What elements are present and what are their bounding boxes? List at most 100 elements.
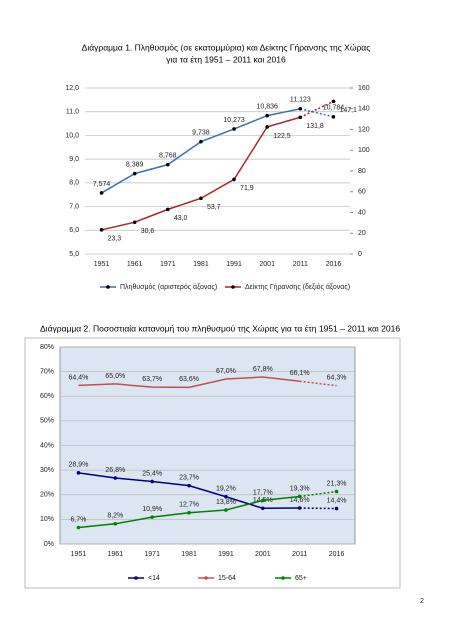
chart-frame: [24, 337, 401, 589]
legend-label: <14: [148, 575, 160, 582]
value-label: 9,738: [192, 129, 210, 136]
point: [199, 139, 203, 144]
value-label: 7,574: [93, 181, 111, 188]
x-tick-label: 1971: [160, 261, 176, 268]
value-label: 26,8%: [105, 467, 125, 474]
point: [99, 228, 104, 232]
value-label: 71,9: [240, 185, 254, 192]
y-tick-label: 12,0: [65, 85, 79, 92]
point: [113, 522, 118, 526]
page-number: 2: [420, 598, 424, 605]
value-label: 8,2%: [107, 513, 123, 520]
point: [166, 207, 170, 212]
point: [232, 177, 236, 182]
y-tick-label: 7,0: [69, 203, 79, 210]
point: [298, 115, 303, 120]
point: [150, 479, 154, 484]
value-label: 67,0%: [216, 368, 236, 375]
value-label: 28,9%: [69, 462, 89, 469]
x-tick-label: 1951: [71, 551, 87, 558]
point: [297, 506, 302, 510]
series-line: [78, 376, 300, 389]
point: [297, 494, 302, 499]
x-tick-label: 1991: [218, 551, 234, 558]
legend-marker: [231, 285, 235, 289]
legend-label: 65+: [295, 575, 307, 582]
value-label: 63,7%: [142, 376, 162, 383]
point: [76, 471, 81, 475]
legend-marker: [204, 576, 208, 580]
point: [265, 113, 269, 118]
x-tick-label: 2001: [259, 261, 275, 268]
value-label: 66,1%: [290, 370, 310, 377]
y-tick-label: 40%: [40, 442, 54, 449]
point: [224, 508, 228, 512]
point: [298, 106, 303, 111]
value-label: 23,7%: [179, 474, 199, 481]
value-label: 147,1: [339, 107, 357, 114]
value-label: 43,0: [174, 215, 188, 222]
value-label: 14,4%: [327, 497, 347, 504]
point: [132, 171, 137, 176]
legend-label: Δείκτης Γήρανσης (δεξιός άξονας): [245, 283, 350, 291]
y2-tick-label: 80: [358, 168, 366, 175]
value-label: 30,6: [141, 228, 155, 235]
point: [224, 494, 228, 499]
value-label: 53,7: [207, 204, 221, 211]
y2-tick-label: 60: [358, 189, 366, 196]
legend-marker: [134, 576, 138, 580]
y-tick-label: 9,0: [69, 156, 79, 163]
y2-tick-label: 40: [358, 209, 366, 216]
value-label: 10,784: [323, 105, 345, 112]
value-label: 10,9%: [142, 506, 162, 513]
value-label: 21,3%: [327, 480, 347, 487]
y-tick-label: 20%: [40, 492, 54, 499]
y-tick-label: 11,0: [66, 109, 79, 116]
value-label: 17,7%: [253, 489, 273, 496]
value-label: 6,7%: [70, 516, 86, 523]
point: [331, 115, 336, 119]
point: [265, 125, 269, 129]
value-label: 10,273: [223, 117, 245, 124]
y-tick-label: 80%: [40, 344, 54, 351]
x-tick-label: 2016: [329, 551, 345, 558]
value-label: 64,3%: [327, 375, 347, 382]
y2-tick-label: 20: [358, 230, 366, 237]
y-tick-label: 0%: [44, 541, 54, 548]
value-label: 13,8%: [216, 499, 236, 506]
value-label: 67,8%: [253, 366, 273, 373]
y-tick-label: 10,0: [65, 132, 79, 139]
value-label: 64,4%: [69, 374, 89, 381]
x-tick-label: 1961: [108, 551, 124, 558]
point: [99, 191, 104, 195]
value-label: 11,123: [290, 97, 311, 104]
y-tick-label: 8,0: [69, 180, 79, 187]
value-label: 10,836: [256, 103, 278, 110]
x-tick-label: 2016: [326, 261, 342, 268]
point: [113, 476, 118, 480]
chart-title: Διάγραμμα 2. Ποσοστιαία κατανομή του πλη…: [40, 323, 400, 333]
point: [334, 506, 339, 511]
y-tick-label: 60%: [40, 393, 54, 400]
y-tick-label: 5,0: [69, 251, 79, 258]
value-label: 63,6%: [179, 376, 199, 383]
value-label: 65,0%: [105, 373, 125, 380]
legend-label: 15-64: [218, 575, 236, 582]
value-label: 8,389: [126, 161, 144, 168]
point: [334, 489, 339, 494]
point: [232, 127, 236, 131]
y-tick-label: 10%: [40, 516, 54, 523]
point: [150, 515, 154, 519]
x-tick-label: 1951: [94, 261, 110, 268]
point: [331, 99, 336, 104]
point: [187, 510, 191, 515]
point: [199, 196, 203, 201]
x-tick-label: 1981: [181, 551, 197, 558]
value-label: 25,4%: [142, 470, 162, 477]
y2-tick-label: 0: [358, 251, 362, 258]
x-tick-label: 2011: [292, 551, 307, 558]
y2-tick-label: 100: [358, 147, 370, 154]
value-label: 122,5: [273, 133, 291, 140]
y2-tick-label: 160: [358, 85, 370, 92]
